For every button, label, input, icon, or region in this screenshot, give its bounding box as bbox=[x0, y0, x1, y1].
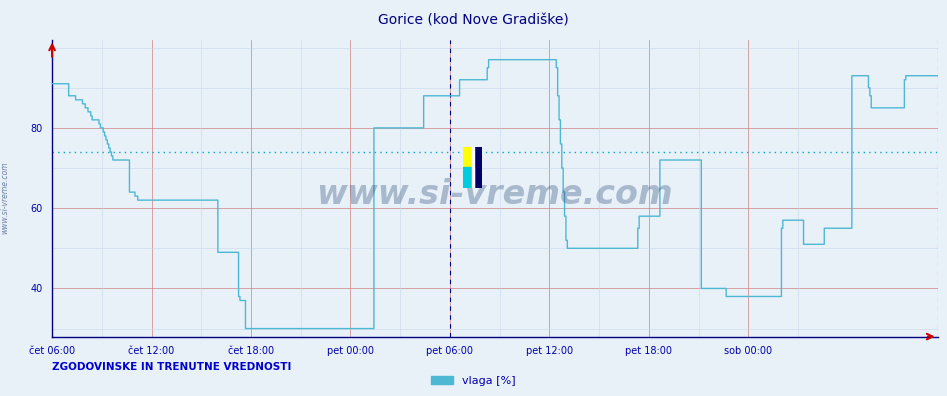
Text: www.si-vreme.com: www.si-vreme.com bbox=[316, 177, 673, 211]
Polygon shape bbox=[463, 167, 474, 188]
Polygon shape bbox=[474, 147, 482, 188]
Text: Gorice (kod Nove Gradiške): Gorice (kod Nove Gradiške) bbox=[378, 14, 569, 28]
Bar bbox=[463, 147, 474, 167]
Legend: vlaga [%]: vlaga [%] bbox=[427, 371, 520, 390]
Text: ZGODOVINSKE IN TRENUTNE VREDNOSTI: ZGODOVINSKE IN TRENUTNE VREDNOSTI bbox=[52, 362, 292, 372]
Text: www.si-vreme.com: www.si-vreme.com bbox=[0, 162, 9, 234]
Polygon shape bbox=[472, 147, 474, 188]
